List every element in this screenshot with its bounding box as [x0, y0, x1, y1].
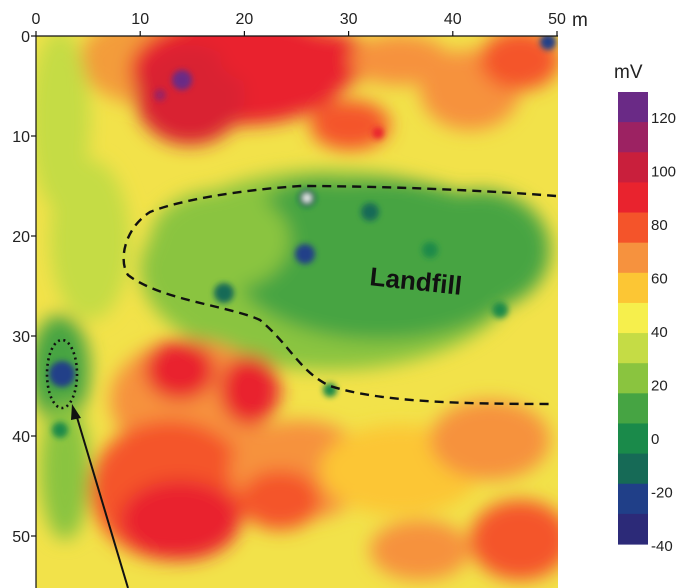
colorbar-segment: [618, 453, 648, 485]
x-axis-unit: m: [572, 10, 588, 31]
y-tick-label: 0: [21, 29, 30, 46]
landfill-boundary: [122, 184, 557, 406]
y-tick-label: 10: [12, 129, 30, 146]
x-tick-label: 20: [236, 11, 254, 28]
x-tick-label: 10: [131, 11, 149, 28]
colorbar-segment: [618, 302, 648, 334]
colorbar-segment: [618, 212, 648, 244]
x-tick-label: 0: [32, 11, 41, 28]
colorbar-tick-label: 120: [651, 110, 676, 127]
axes: [35, 35, 558, 588]
colorbar-tick-label: 40: [651, 324, 668, 341]
colorbar-segment: [618, 513, 648, 545]
annotation-arrow-head: [71, 404, 81, 420]
y-tick-label: 20: [12, 229, 30, 246]
anomaly-ellipse: [45, 338, 79, 410]
colorbar-segment: [618, 182, 648, 214]
colorbar-tick-label: 60: [651, 271, 668, 288]
x-tick-label: 50: [548, 11, 566, 28]
colorbar-tick-label: -40: [651, 538, 673, 555]
x-tick-label: 40: [444, 11, 462, 28]
colorbar-segment: [618, 423, 648, 455]
colorbar-tick-label: -20: [651, 485, 673, 502]
colorbar-segment: [618, 272, 648, 304]
colorbar-segment: [618, 363, 648, 394]
colorbar-tick-label: 100: [651, 164, 676, 181]
heatmap-area: [36, 36, 558, 588]
y-ticks: 0 10 20 30 40 50: [12, 29, 36, 546]
annotation-arrow-line: [75, 413, 129, 588]
colorbar-segment: [618, 483, 648, 515]
colorbar-tick-label: 0: [651, 431, 659, 448]
colorbar-segment: [618, 393, 648, 425]
colorbar-tick-label: 20: [651, 378, 668, 395]
colorbar-segment: [618, 242, 648, 274]
y-tick-label: 40: [12, 429, 30, 446]
colorbar-labels: 120 100 80 60 40 20 0 -20 -40: [651, 110, 676, 555]
colorbar-tick-label: 80: [651, 217, 668, 234]
colorbar-unit: mV: [614, 62, 643, 83]
y-tick-label: 30: [12, 329, 30, 346]
colorbar-segment: [618, 92, 648, 123]
x-tick-label: 30: [340, 11, 358, 28]
colorbar-segment: [618, 122, 648, 153]
colorbar-segment: [618, 333, 648, 364]
y-tick-label: 50: [12, 529, 30, 546]
colorbar: [618, 92, 648, 545]
colorbar-segment: [618, 152, 648, 183]
x-ticks: 0 10 20 30 40 50: [32, 11, 566, 36]
